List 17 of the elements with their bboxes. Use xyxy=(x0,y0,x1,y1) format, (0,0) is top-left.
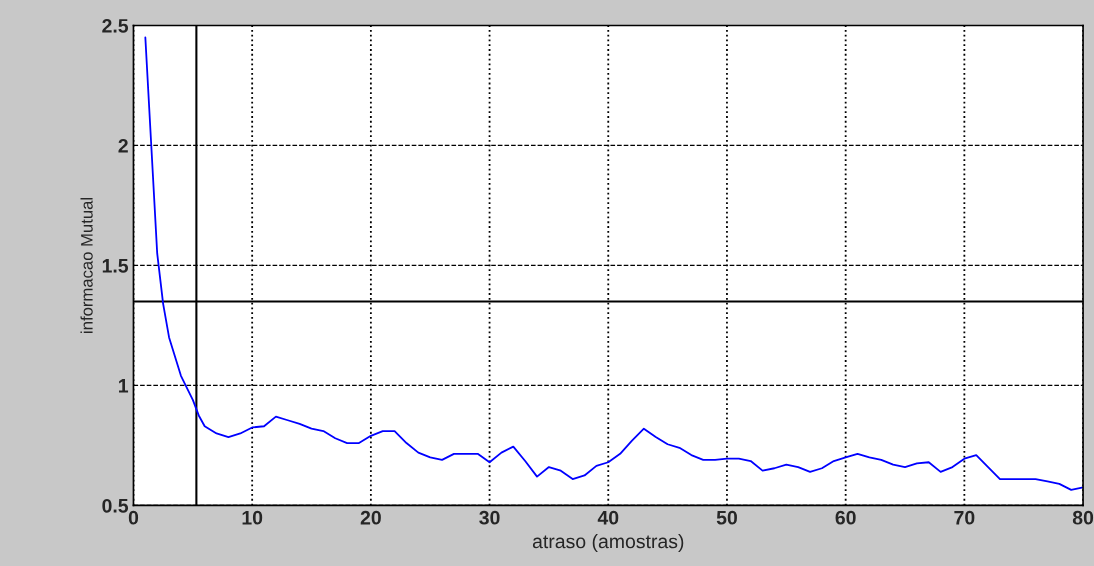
y-tick-label: 2.5 xyxy=(102,18,129,33)
x-tick-label: 10 xyxy=(242,510,263,525)
y-axis-title: informacao Mutual xyxy=(80,198,93,333)
y-tick-label: 1.5 xyxy=(102,259,129,273)
y-tick-label: 2 xyxy=(118,138,128,153)
x-tick-label: 80 xyxy=(1072,510,1094,525)
x-tick-label: 40 xyxy=(597,510,619,525)
x-tick-label: 60 xyxy=(835,510,856,525)
y-tick-label: 1 xyxy=(119,379,129,393)
y-tick-label: 0.5 xyxy=(102,498,129,513)
x-axis-title: atraso (amostras) xyxy=(532,533,684,553)
x-tick-label: 50 xyxy=(716,510,737,525)
x-tick-label: 20 xyxy=(360,510,381,525)
x-tick-label: 30 xyxy=(479,510,500,525)
x-tick-label: 70 xyxy=(954,510,975,525)
line-series xyxy=(144,36,1084,491)
x-tick-label: 0 xyxy=(128,510,139,525)
